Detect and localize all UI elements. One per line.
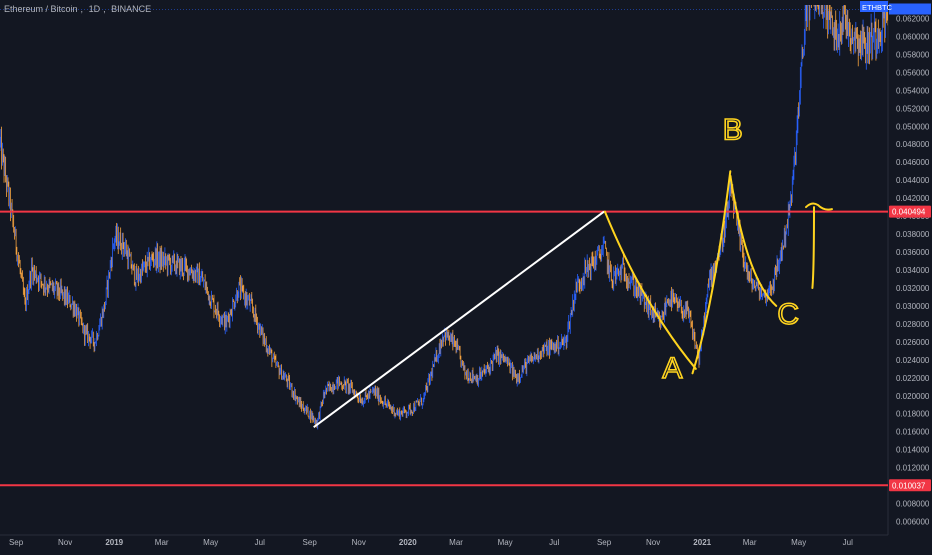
- annotation-stroke: [811, 206, 815, 289]
- annotation-squiggle: [805, 202, 833, 211]
- time-tick-label: Mar: [743, 538, 757, 547]
- price-tick-label: 0.050000: [896, 122, 930, 131]
- time-tick-label: Sep: [303, 538, 318, 547]
- time-tick-label: Sep: [9, 538, 24, 547]
- candles: [0, 5, 888, 430]
- annotation-label: A: [662, 352, 682, 385]
- price-axis-labels: 0.0060000.0080000.0100000.0120000.014000…: [896, 4, 930, 527]
- price-tick-label: 0.032000: [896, 284, 930, 293]
- price-tick-label: 0.036000: [896, 248, 930, 257]
- time-tick-label: Nov: [646, 538, 660, 547]
- price-tick-label: 0.018000: [896, 410, 930, 419]
- time-tick-label: May: [203, 538, 218, 547]
- chart-title-exchange: BINANCE: [111, 4, 152, 14]
- price-tick-label: 0.054000: [896, 86, 930, 95]
- price-tick-label: 0.030000: [896, 302, 930, 311]
- chart-title: Ethereum / Bitcoin, 1D, BINANCE: [4, 4, 154, 14]
- horizontal-line-badge: [889, 205, 931, 218]
- price-tick-label: 0.060000: [896, 32, 930, 41]
- price-tick-label: 0.052000: [896, 104, 930, 113]
- price-tick-label: 0.042000: [896, 194, 930, 203]
- price-tick-label: 0.022000: [896, 374, 930, 383]
- price-tick-label: 0.014000: [896, 446, 930, 455]
- price-tick-label: 0.058000: [896, 50, 930, 59]
- time-tick-label: Sep: [597, 538, 612, 547]
- chart-title-interval: 1D: [88, 4, 101, 14]
- annotation-label: C: [777, 298, 799, 331]
- time-tick-label: Jul: [255, 538, 265, 547]
- annotation-stroke: [729, 174, 778, 307]
- horizontal-line-label: 0.040494: [892, 208, 926, 217]
- last-price-badge: [860, 1, 888, 12]
- chart-title-symbol: Ethereum / Bitcoin: [4, 4, 78, 14]
- price-tick-label: 0.038000: [896, 230, 930, 239]
- price-tick-label: 0.048000: [896, 140, 930, 149]
- annotation-label: B: [723, 114, 743, 147]
- price-tick-label: 0.028000: [896, 320, 930, 329]
- annotation-stroke: [603, 210, 697, 370]
- horizontal-line-badge: [889, 479, 931, 492]
- price-tick-label: 0.026000: [896, 338, 930, 347]
- price-tick-label: 0.044000: [896, 176, 930, 185]
- price-axis-bg: [888, 0, 932, 550]
- time-tick-label: Jul: [843, 538, 853, 547]
- price-tick-label: 0.008000: [896, 500, 930, 509]
- last-price-label: ETHBTC: [862, 3, 893, 12]
- time-tick-label: 2019: [105, 538, 123, 547]
- price-tick-label: 0.006000: [896, 518, 930, 527]
- price-tick-label: 0.056000: [896, 68, 930, 77]
- time-tick-label: Mar: [155, 538, 169, 547]
- time-tick-label: 2020: [399, 538, 417, 547]
- time-tick-label: May: [498, 538, 513, 547]
- price-tick-label: 0.062000: [896, 14, 930, 23]
- price-tick-label: 0.016000: [896, 428, 930, 437]
- time-tick-label: 2021: [693, 538, 711, 547]
- price-tick-label: 0.020000: [896, 392, 930, 401]
- time-tick-label: May: [791, 538, 806, 547]
- time-axis-labels: Sep Nov 2019 Mar May Jul Sep Nov 2020 Mar May Jul Se…: [9, 538, 853, 547]
- trend-line: [313, 210, 605, 429]
- time-tick-label: Jul: [549, 538, 559, 547]
- price-tick-label: 0.024000: [896, 356, 930, 365]
- time-tick-label: Nov: [352, 538, 366, 547]
- annotation-stroke: [691, 170, 732, 375]
- last-price-axis-badge: [889, 3, 931, 15]
- price-tick-label: 0.034000: [896, 266, 930, 275]
- time-tick-label: Nov: [58, 538, 72, 547]
- horizontal-line-label: 0.010037: [892, 481, 926, 490]
- price-tick-label: 0.012000: [896, 464, 930, 473]
- price-tick-label: 0.046000: [896, 158, 930, 167]
- chart-title-sep1: ,: [80, 4, 84, 14]
- time-tick-label: Mar: [449, 538, 463, 547]
- chart-title-sep2: ,: [103, 4, 106, 14]
